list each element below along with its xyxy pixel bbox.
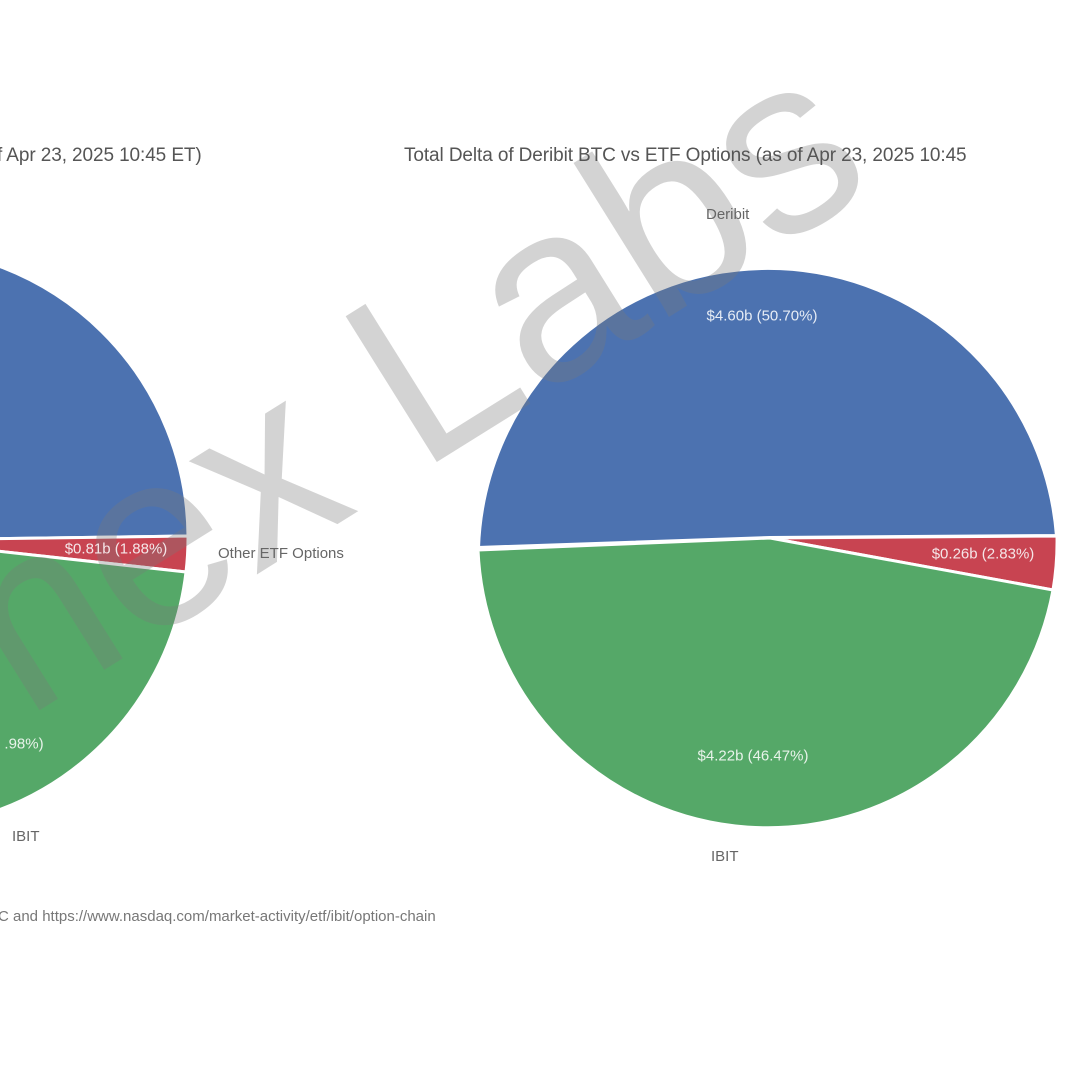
right-pie-slice-deribit <box>475 265 1060 551</box>
left-slice-label-other-etf: $0.81b (1.88%) <box>64 540 168 558</box>
source-note: C and https://www.nasdaq.com/market-acti… <box>0 908 436 925</box>
left-slice-label-ibit: .98%) <box>4 735 44 753</box>
left-pie-slice-ibit <box>0 549 188 812</box>
right-slice-label-other-etf: $0.26b (2.83%) <box>931 545 1035 563</box>
right-slice-label-deribit: $4.60b (50.70%) <box>706 307 818 325</box>
left-chart-title: f Apr 23, 2025 10:45 ET) <box>0 145 202 166</box>
left-pie <box>0 264 190 812</box>
right-category-label-deribit: Deribit <box>706 206 750 223</box>
left-category-label-ibit: IBIT <box>12 828 40 845</box>
right-category-label-ibit: IBIT <box>711 848 739 865</box>
left-pie-slice-deribit <box>0 264 190 541</box>
right-slice-label-ibit: $4.22b (46.47%) <box>697 747 809 765</box>
left-category-label-other-etf: Other ETF Options <box>218 545 344 562</box>
right-pie-slice-ibit <box>476 536 1055 830</box>
right-chart-title: Total Delta of Deribit BTC vs ETF Option… <box>404 145 967 166</box>
right-pie <box>475 265 1060 830</box>
